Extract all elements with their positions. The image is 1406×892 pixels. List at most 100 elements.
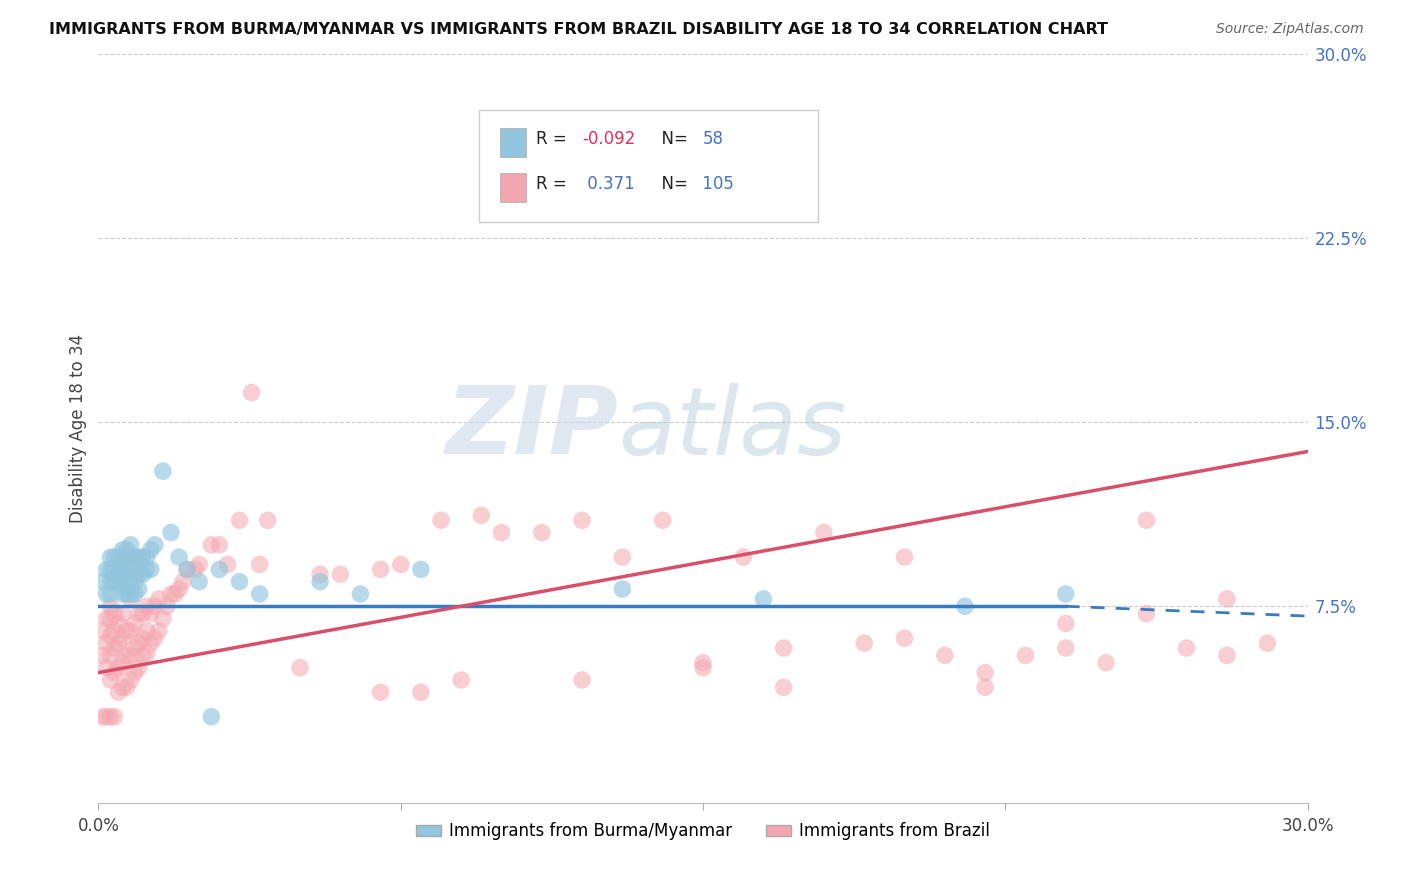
Point — [124, 574, 146, 589]
Point — [530, 525, 553, 540]
Point — [100, 673, 122, 687]
Point — [120, 550, 142, 565]
Text: atlas: atlas — [619, 383, 846, 474]
Point — [1054, 640, 1077, 655]
Point — [96, 611, 118, 625]
Point — [124, 587, 146, 601]
Point — [107, 616, 129, 631]
Point — [208, 562, 231, 576]
Point — [491, 525, 513, 540]
Point — [107, 574, 129, 589]
Point — [115, 587, 138, 601]
Point — [651, 513, 673, 527]
Point — [111, 681, 134, 695]
Point — [120, 587, 142, 601]
Point — [107, 685, 129, 699]
Point — [120, 538, 142, 552]
Point — [115, 582, 138, 596]
Point — [120, 591, 142, 606]
Point — [188, 558, 211, 572]
Point — [124, 665, 146, 680]
Point — [139, 636, 162, 650]
Point — [139, 562, 162, 576]
Text: N=: N= — [651, 130, 693, 148]
Point — [111, 587, 134, 601]
Point — [124, 562, 146, 576]
Point — [612, 550, 634, 565]
Point — [91, 624, 114, 638]
Point — [128, 636, 150, 650]
Text: ZIP: ZIP — [446, 382, 619, 475]
Point — [139, 607, 162, 621]
Text: 58: 58 — [703, 130, 724, 148]
Point — [1054, 587, 1077, 601]
Point — [217, 558, 239, 572]
Point — [148, 591, 170, 606]
Point — [184, 562, 207, 576]
Point — [370, 562, 392, 576]
Point — [430, 513, 453, 527]
Point — [107, 661, 129, 675]
Point — [772, 681, 794, 695]
Point — [115, 567, 138, 582]
Point — [96, 636, 118, 650]
Legend: Immigrants from Burma/Myanmar, Immigrants from Brazil: Immigrants from Burma/Myanmar, Immigrant… — [409, 815, 997, 847]
Point — [309, 574, 332, 589]
Point — [135, 646, 157, 660]
Point — [103, 665, 125, 680]
Point — [893, 631, 915, 645]
Point — [1135, 607, 1157, 621]
Point — [135, 624, 157, 638]
Point — [200, 538, 222, 552]
Point — [103, 640, 125, 655]
Point — [974, 681, 997, 695]
Point — [309, 567, 332, 582]
Point — [148, 624, 170, 638]
Point — [103, 624, 125, 638]
Point — [100, 587, 122, 601]
Point — [103, 550, 125, 565]
Point — [128, 550, 150, 565]
Point — [176, 562, 198, 576]
Point — [103, 710, 125, 724]
Point — [349, 587, 371, 601]
Point — [120, 562, 142, 576]
Point — [111, 631, 134, 645]
Point — [974, 665, 997, 680]
Point — [953, 599, 976, 614]
Bar — [501, 173, 526, 202]
FancyBboxPatch shape — [479, 110, 818, 222]
Point — [91, 574, 114, 589]
Point — [853, 636, 876, 650]
Point — [692, 656, 714, 670]
Point — [240, 385, 263, 400]
Point — [115, 681, 138, 695]
Point — [132, 607, 155, 621]
Point — [107, 567, 129, 582]
Point — [228, 513, 250, 527]
Text: N=: N= — [651, 175, 688, 193]
Text: R =: R = — [536, 130, 572, 148]
Point — [752, 591, 775, 606]
Point — [120, 574, 142, 589]
Text: IMMIGRANTS FROM BURMA/MYANMAR VS IMMIGRANTS FROM BRAZIL DISABILITY AGE 18 TO 34 : IMMIGRANTS FROM BURMA/MYANMAR VS IMMIGRA… — [49, 22, 1108, 37]
Point — [96, 710, 118, 724]
Text: -0.092: -0.092 — [582, 130, 636, 148]
Text: Source: ZipAtlas.com: Source: ZipAtlas.com — [1216, 22, 1364, 37]
Point — [91, 710, 114, 724]
Point — [143, 538, 166, 552]
Point — [571, 673, 593, 687]
Point — [1054, 616, 1077, 631]
Point — [143, 631, 166, 645]
Point — [1216, 591, 1239, 606]
Point — [1216, 648, 1239, 663]
Point — [100, 710, 122, 724]
Point — [409, 562, 432, 576]
Point — [692, 661, 714, 675]
Point — [103, 562, 125, 576]
Text: 105: 105 — [697, 175, 734, 193]
Point — [128, 661, 150, 675]
Point — [176, 562, 198, 576]
Point — [120, 624, 142, 638]
Point — [124, 550, 146, 565]
